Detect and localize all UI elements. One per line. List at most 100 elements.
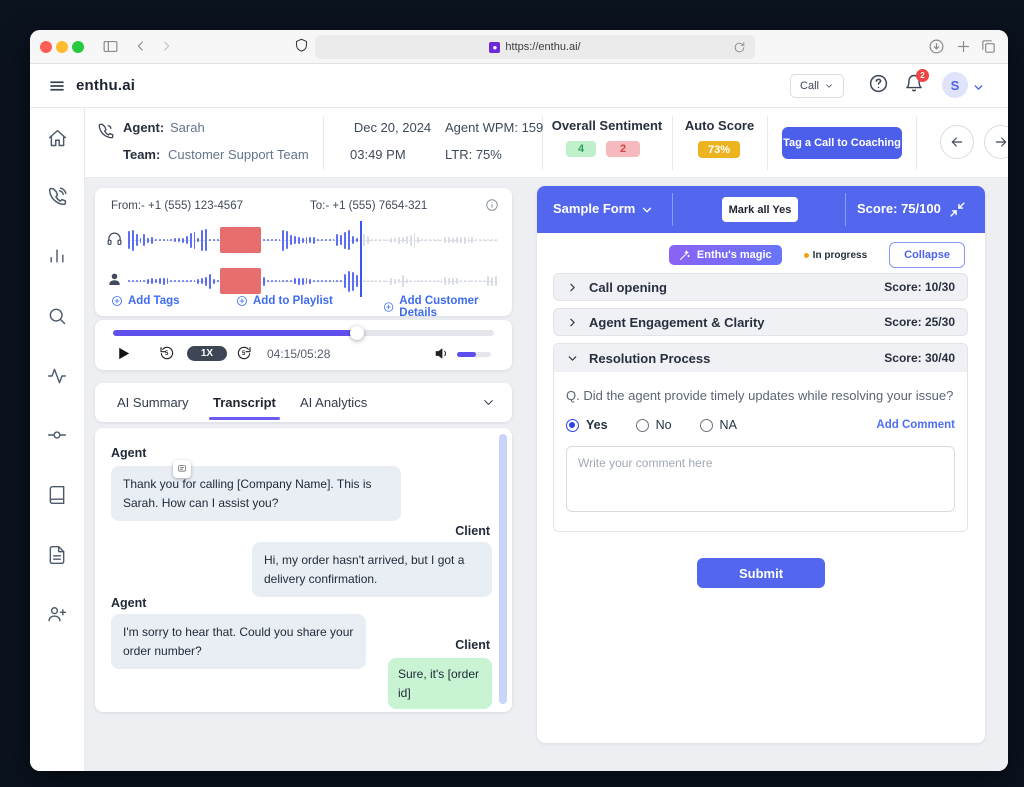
rewind-5-button[interactable]: 5 bbox=[159, 345, 175, 361]
transcript-message: Hi, my order hasn't arrived, but I got a… bbox=[252, 542, 492, 598]
add-to-playlist-link[interactable]: Add to Playlist bbox=[236, 295, 333, 307]
radio-no[interactable] bbox=[635, 418, 649, 432]
speaker-label: Agent bbox=[111, 596, 147, 610]
tabs-chevron-down-icon[interactable] bbox=[481, 395, 496, 410]
radio-na[interactable] bbox=[699, 418, 713, 432]
call-to-number: To:- +1 (555) 7654-321 bbox=[310, 200, 428, 212]
form-name: Sample Form bbox=[553, 201, 636, 216]
option-label: NA bbox=[719, 418, 737, 432]
avatar[interactable]: S bbox=[942, 72, 968, 98]
tab-overview-icon[interactable] bbox=[980, 38, 997, 55]
speaker-label: Client bbox=[455, 524, 490, 538]
downloads-icon[interactable] bbox=[928, 38, 945, 55]
url-bar[interactable]: ● https://enthu.ai/ bbox=[315, 35, 755, 59]
main-content: From:- +1 (555) 123-4567 To:- +1 (555) 7… bbox=[85, 178, 1008, 771]
tab-transcript[interactable]: Transcript bbox=[209, 395, 280, 420]
info-icon[interactable] bbox=[485, 198, 499, 212]
call-time: 03:49 PM bbox=[350, 147, 406, 162]
chevron-right-icon bbox=[570, 283, 575, 291]
library-icon[interactable] bbox=[47, 485, 69, 507]
play-button[interactable] bbox=[115, 345, 132, 362]
option-na[interactable]: NA bbox=[699, 418, 737, 432]
search-icon[interactable] bbox=[47, 306, 69, 328]
agent-waveform[interactable] bbox=[128, 224, 497, 256]
message-text: Sure, it's [order id] bbox=[398, 667, 479, 700]
add-customer-details-label: Add Customer Details bbox=[399, 295, 479, 319]
back-icon[interactable] bbox=[133, 38, 149, 54]
submit-button[interactable]: Submit bbox=[697, 558, 825, 588]
transcript-scrollbar[interactable] bbox=[499, 434, 507, 704]
home-icon[interactable] bbox=[47, 128, 69, 150]
activity-icon[interactable] bbox=[47, 366, 69, 388]
reports-icon[interactable] bbox=[47, 545, 69, 567]
forward-icon[interactable] bbox=[158, 38, 174, 54]
shield-icon[interactable] bbox=[294, 38, 309, 53]
phone-call-icon bbox=[97, 122, 115, 140]
scorecard-sections: Call opening Score: 10/30 Agent Engageme… bbox=[553, 273, 968, 532]
playback-slider[interactable] bbox=[113, 326, 494, 340]
volume-slider[interactable] bbox=[457, 352, 491, 357]
volume-icon[interactable] bbox=[435, 346, 450, 361]
agent-label: Agent: bbox=[123, 120, 165, 135]
analytics-icon[interactable] bbox=[47, 246, 69, 268]
compress-icon[interactable] bbox=[949, 201, 966, 218]
customer-waveform[interactable] bbox=[128, 265, 497, 297]
mark-all-yes-button[interactable]: Mark all Yes bbox=[722, 197, 798, 222]
section-resolution-process[interactable]: Resolution Process Score: 30/40 bbox=[554, 344, 967, 372]
browser-window: ● https://enthu.ai/ enthu.ai Call 2 S bbox=[30, 30, 1008, 771]
add-customer-details-link[interactable]: Add Customer Details bbox=[383, 295, 512, 319]
sidebar-toggle-icon[interactable] bbox=[102, 38, 119, 55]
tag-call-to-coaching-button[interactable]: Tag a Call to Coaching bbox=[782, 127, 902, 159]
scorecard-panel: Sample Form Mark all Yes Score: 75/100 E… bbox=[537, 186, 985, 743]
section-title: Resolution Process bbox=[589, 350, 711, 366]
account-chevron-down-icon[interactable] bbox=[972, 81, 985, 94]
collapse-button[interactable]: Collapse bbox=[889, 242, 965, 268]
playback-progress bbox=[113, 330, 357, 336]
negative-sentiment-badge: 2 bbox=[606, 141, 640, 157]
customer-waveform-highlight bbox=[220, 268, 261, 294]
close-window-button[interactable] bbox=[40, 41, 52, 53]
add-comment-link[interactable]: Add Comment bbox=[876, 419, 955, 431]
new-tab-icon[interactable] bbox=[955, 38, 972, 55]
section-title: Call opening bbox=[589, 279, 667, 295]
add-to-playlist-label: Add to Playlist bbox=[253, 295, 333, 307]
browser-chrome: ● https://enthu.ai/ bbox=[30, 30, 1008, 64]
section-call-opening[interactable]: Call opening Score: 10/30 bbox=[553, 273, 968, 301]
call-date: Dec 20, 2024 bbox=[353, 120, 432, 135]
avatar-initial: S bbox=[950, 77, 960, 93]
radio-yes[interactable] bbox=[566, 418, 579, 432]
add-tags-link[interactable]: Add Tags bbox=[111, 295, 180, 307]
enthu-magic-button[interactable]: Enthu's magic bbox=[668, 245, 782, 265]
minimize-window-button[interactable] bbox=[56, 41, 68, 53]
playback-speed-button[interactable]: 1X bbox=[187, 346, 227, 361]
forward-5-button[interactable]: 5 bbox=[236, 345, 252, 361]
transcript-message: Sure, it's [order id] bbox=[388, 658, 492, 710]
form-chevron-down-icon[interactable] bbox=[640, 203, 654, 217]
menu-icon[interactable] bbox=[48, 77, 66, 95]
option-no[interactable]: No bbox=[635, 418, 672, 432]
calls-icon[interactable] bbox=[47, 186, 69, 208]
notification-bell-icon[interactable]: 2 bbox=[904, 69, 929, 93]
previous-call-button[interactable] bbox=[940, 125, 974, 159]
reload-icon[interactable] bbox=[733, 41, 746, 54]
transcript-message: Thank you for calling [Company Name]. Th… bbox=[111, 460, 401, 522]
sentiment-title: Overall Sentiment bbox=[551, 118, 663, 133]
call-type-dropdown[interactable]: Call bbox=[790, 74, 844, 98]
add-user-icon[interactable] bbox=[47, 604, 69, 626]
playback-time: 04:15/05:28 bbox=[267, 347, 331, 361]
tab-ai-summary[interactable]: AI Summary bbox=[117, 395, 189, 410]
next-call-button[interactable] bbox=[984, 125, 1008, 159]
tab-ai-analytics[interactable]: AI Analytics bbox=[300, 395, 368, 410]
waveform-playhead[interactable] bbox=[360, 221, 363, 297]
help-icon[interactable] bbox=[868, 73, 889, 94]
scorecard-toolbar: Enthu's magic In progress Collapse bbox=[537, 242, 965, 268]
option-yes[interactable]: Yes bbox=[566, 418, 608, 432]
section-agent-engagement[interactable]: Agent Engagement & Clarity Score: 25/30 bbox=[553, 308, 968, 336]
agent-name: Sarah bbox=[170, 120, 205, 135]
comment-input[interactable] bbox=[566, 446, 955, 512]
playback-slider-thumb[interactable] bbox=[349, 326, 364, 340]
speaker-label: Client bbox=[455, 638, 490, 652]
status-dot bbox=[803, 252, 809, 258]
zoom-window-button[interactable] bbox=[72, 41, 84, 53]
moments-icon[interactable] bbox=[47, 425, 69, 447]
